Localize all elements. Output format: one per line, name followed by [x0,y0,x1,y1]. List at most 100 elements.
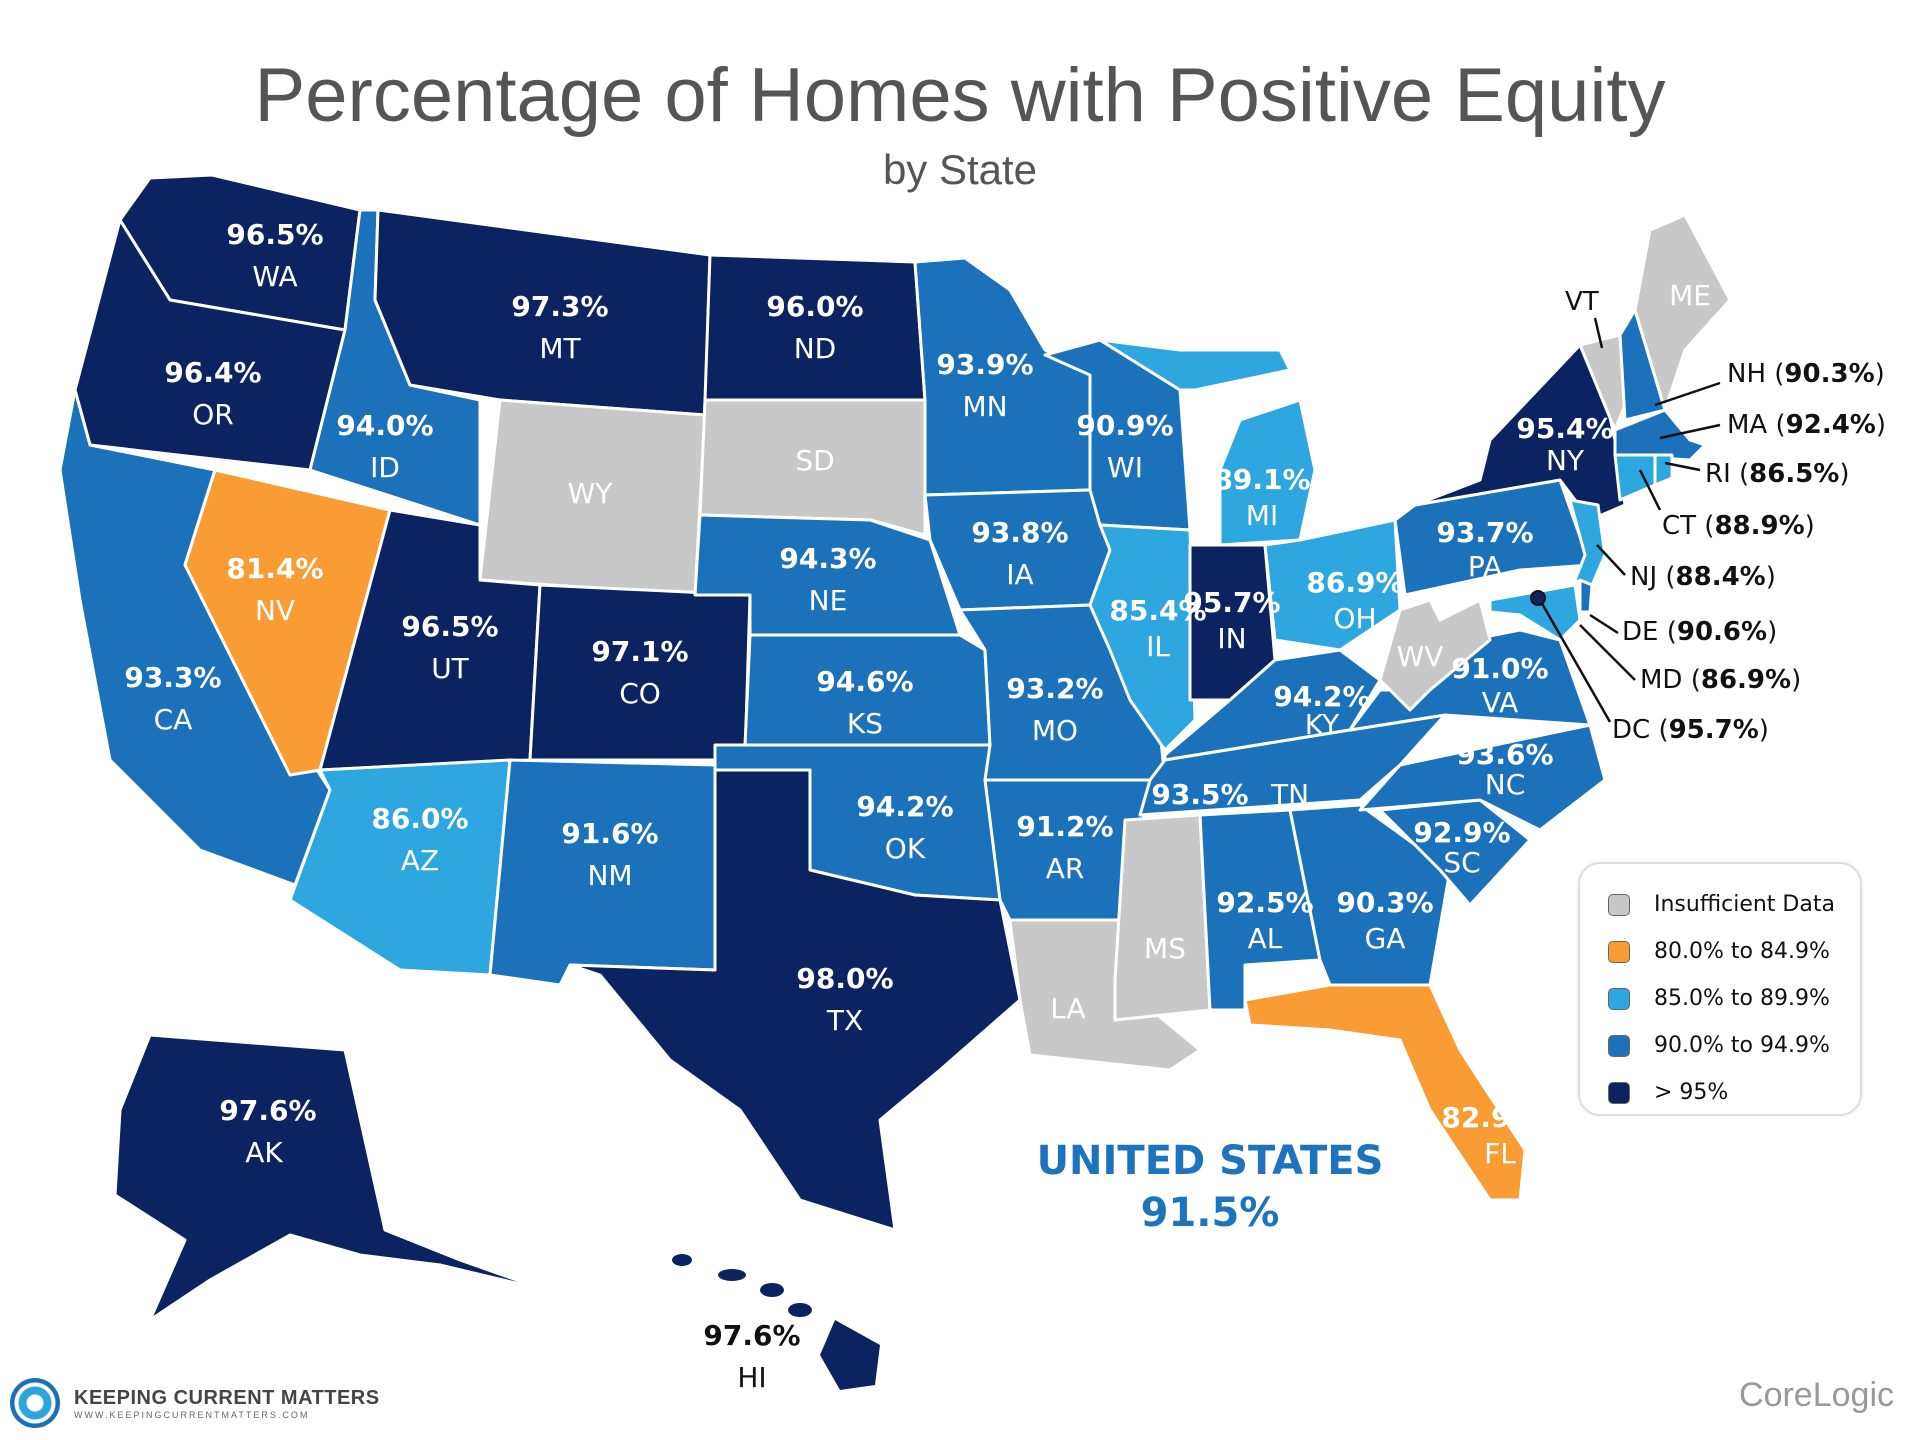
svg-text:94.3%: 94.3% [779,542,876,575]
callouts [1538,317,1721,723]
svg-text:94.0%: 94.0% [336,409,433,442]
swirl-logo-icon [10,1378,60,1428]
svg-text:SD: SD [795,444,834,477]
svg-text:93.5%: 93.5% [1151,778,1248,811]
svg-text:92.9%: 92.9% [1413,816,1510,849]
svg-text:AR: AR [1046,852,1085,885]
callout-NJ: NJ (88.4%) [1630,562,1776,592]
map-title: Percentage of Homes with Positive Equity [254,53,1666,138]
svg-text:HI: HI [737,1361,766,1394]
state-MD [1488,583,1582,642]
svg-text:81.4%: 81.4% [226,552,323,585]
state-DE [1578,578,1594,614]
legend-item-insufficient: Insufficient Data [1608,892,1835,917]
svg-text:94.6%: 94.6% [816,665,913,698]
svg-text:85.4%: 85.4% [1109,594,1206,627]
svg-text:95.4%: 95.4% [1516,412,1613,445]
swatch-icon [1608,1034,1630,1057]
svg-text:93.9%: 93.9% [936,348,1033,381]
svg-text:93.2%: 93.2% [1006,672,1103,705]
legend-item-80-84: 80.0% to 84.9% [1608,939,1830,964]
svg-text:TN: TN [1270,778,1309,811]
svg-text:IL: IL [1146,630,1170,663]
svg-text:OK: OK [885,832,926,865]
svg-text:93.7%: 93.7% [1436,516,1533,549]
svg-text:UT: UT [431,652,469,685]
svg-text:TX: TX [826,1004,863,1037]
svg-text:96.4%: 96.4% [164,356,261,389]
svg-text:95.7%: 95.7% [1183,586,1280,619]
svg-text:WA: WA [252,260,297,293]
svg-text:91.0%: 91.0% [1451,652,1548,685]
callout-RI: RI (86.5%) [1705,459,1850,489]
callout-CT: CT (88.9%) [1662,511,1815,541]
state-MI-upper [1098,338,1292,392]
svg-text:VA: VA [1482,686,1519,719]
svg-text:96.0%: 96.0% [766,290,863,323]
svg-text:PA: PA [1468,550,1502,583]
svg-text:IN: IN [1217,622,1246,655]
callout-MD: MD (86.9%) [1640,665,1801,695]
national-total: UNITED STATES 91.5% [1000,1138,1420,1236]
swatch-icon [1608,987,1630,1010]
svg-text:SC: SC [1443,846,1480,879]
legend: Insufficient Data 80.0% to 84.9% 85.0% t… [1578,862,1862,1116]
svg-text:96.5%: 96.5% [401,610,498,643]
svg-text:91.6%: 91.6% [561,817,658,850]
svg-text:97.6%: 97.6% [219,1094,316,1127]
svg-text:ND: ND [794,332,837,365]
svg-text:ID: ID [370,451,400,484]
svg-text:NM: NM [587,859,632,892]
svg-text:93.8%: 93.8% [971,516,1068,549]
callout-MA: MA (92.4%) [1727,410,1886,440]
svg-text:98.0%: 98.0% [796,962,893,995]
state-CO [528,583,752,762]
svg-text:97.3%: 97.3% [511,290,608,323]
svg-text:92.5%: 92.5% [1216,886,1313,919]
state-TN [1138,713,1447,817]
svg-text:93.3%: 93.3% [124,661,221,694]
svg-text:MT: MT [539,332,581,365]
svg-text:90.3%: 90.3% [1336,886,1433,919]
svg-text:AK: AK [245,1136,283,1169]
svg-text:CA: CA [154,703,193,736]
swatch-icon [1608,940,1630,963]
svg-text:WI: WI [1107,451,1143,484]
svg-text:91.2%: 91.2% [1016,810,1113,843]
map-subtitle: by State [882,146,1038,193]
svg-text:AL: AL [1248,922,1283,955]
state-TX [568,768,1022,1232]
state-SD [698,398,927,537]
svg-text:WV: WV [1397,640,1444,673]
svg-text:94.2%: 94.2% [856,790,953,823]
kcm-logo: KEEPING CURRENT MATTERS WWW.KEEPINGCURRE… [10,1378,380,1428]
svg-text:86.0%: 86.0% [371,802,468,835]
svg-text:WY: WY [568,477,614,510]
svg-text:89.1%: 89.1% [1213,463,1310,496]
national-value: 91.5% [1140,1190,1280,1236]
svg-text:KY: KY [1305,708,1340,741]
svg-text:82.9%: 82.9% [1441,1101,1538,1134]
state-MS [1113,813,1212,1022]
source-credit: CoreLogic [1739,1376,1894,1414]
svg-text:FL: FL [1484,1137,1516,1170]
svg-text:MO: MO [1032,714,1078,747]
state-FL [1243,983,1527,1202]
state-IA [923,488,1112,612]
svg-text:OR: OR [192,398,234,431]
svg-text:MN: MN [962,390,1007,423]
state-labels: 96.5%WA 96.4%OR 93.3%CA 81.4%NV 94.0%ID … [124,218,1711,1394]
callout-VT: VT [1565,287,1599,317]
legend-item-90-94: 90.0% to 94.9% [1608,1033,1830,1058]
svg-text:NY: NY [1546,444,1585,477]
svg-text:MS: MS [1144,932,1186,965]
svg-text:90.9%: 90.9% [1076,409,1173,442]
svg-text:AZ: AZ [401,844,439,877]
state-HI [672,1254,880,1390]
legend-item-95: > 95% [1608,1080,1728,1105]
state-RI [1653,453,1674,487]
state-CT [1613,453,1657,502]
svg-text:KS: KS [847,707,883,740]
svg-text:93.6%: 93.6% [1456,738,1553,771]
svg-text:GA: GA [1365,922,1406,955]
